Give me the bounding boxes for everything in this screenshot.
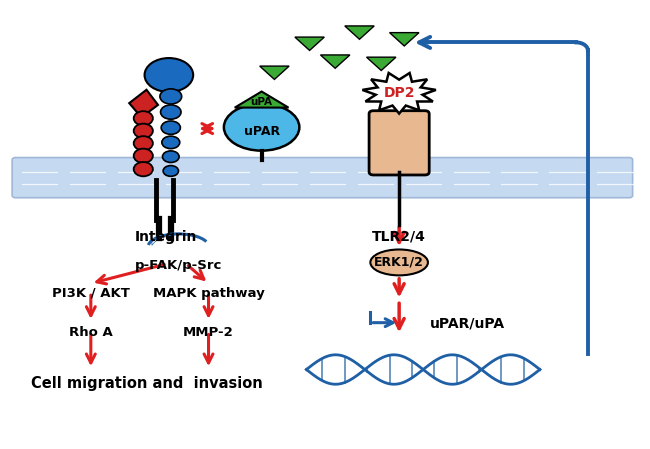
- Ellipse shape: [370, 250, 428, 275]
- FancyBboxPatch shape: [369, 111, 429, 175]
- Polygon shape: [320, 55, 350, 68]
- Text: Rho A: Rho A: [69, 326, 112, 339]
- Polygon shape: [260, 66, 289, 79]
- Ellipse shape: [161, 121, 181, 134]
- Polygon shape: [344, 26, 374, 39]
- Text: uPA: uPA: [251, 97, 272, 107]
- Circle shape: [144, 58, 193, 92]
- Polygon shape: [367, 57, 396, 70]
- Ellipse shape: [134, 149, 153, 163]
- Polygon shape: [129, 90, 158, 117]
- Polygon shape: [363, 73, 436, 114]
- Polygon shape: [295, 37, 324, 50]
- Ellipse shape: [161, 105, 181, 119]
- Text: p-FAK/p-Src: p-FAK/p-Src: [135, 260, 222, 272]
- Ellipse shape: [134, 123, 153, 138]
- Ellipse shape: [134, 111, 153, 125]
- Ellipse shape: [160, 89, 181, 104]
- Text: uPAR/uPA: uPAR/uPA: [430, 317, 505, 330]
- Text: TLR2/4: TLR2/4: [372, 230, 426, 244]
- Ellipse shape: [224, 104, 300, 151]
- Text: Integrin: Integrin: [135, 230, 197, 244]
- Ellipse shape: [162, 151, 179, 163]
- Polygon shape: [389, 33, 419, 46]
- Text: ERK1/2: ERK1/2: [374, 256, 424, 269]
- Text: DP2: DP2: [384, 86, 415, 100]
- Text: Cell migration and  invasion: Cell migration and invasion: [31, 376, 263, 391]
- Ellipse shape: [134, 162, 153, 176]
- Ellipse shape: [162, 136, 180, 149]
- Ellipse shape: [163, 166, 179, 176]
- Text: PI3K / AKT: PI3K / AKT: [52, 287, 130, 300]
- Text: MAPK pathway: MAPK pathway: [153, 287, 265, 300]
- Text: MMP-2: MMP-2: [183, 326, 234, 339]
- Text: uPAR: uPAR: [244, 125, 280, 138]
- Ellipse shape: [134, 136, 153, 150]
- FancyBboxPatch shape: [12, 158, 632, 198]
- Polygon shape: [235, 92, 289, 108]
